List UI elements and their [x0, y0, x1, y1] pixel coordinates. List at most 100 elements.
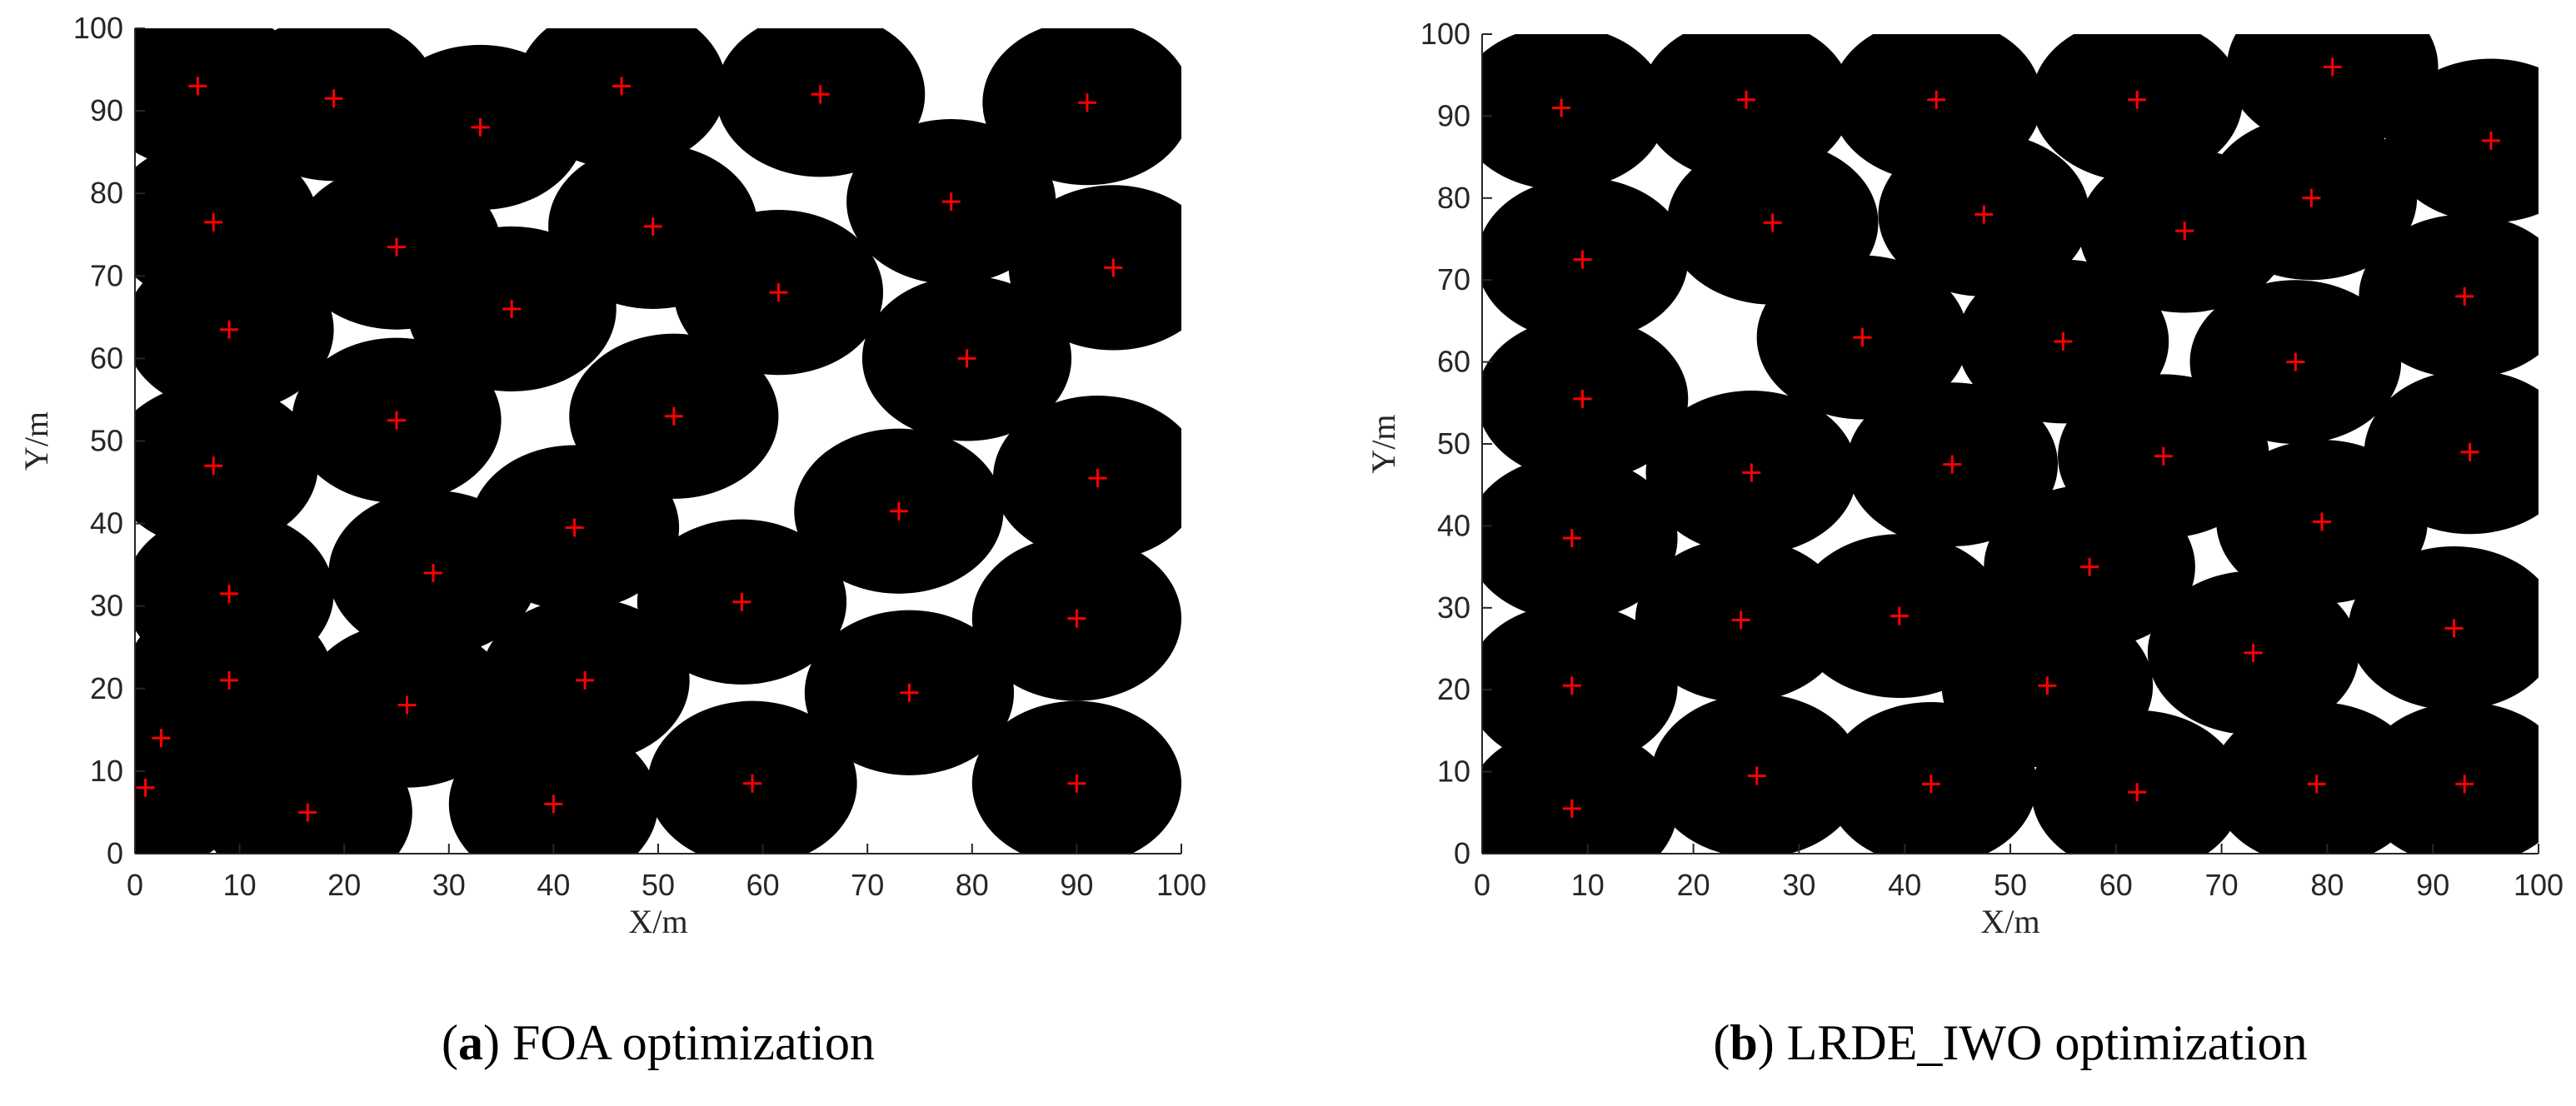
sensor-marker	[1737, 90, 1755, 109]
y-tick-label: 0	[1454, 836, 1470, 870]
y-tick-label: 20	[90, 671, 123, 705]
sensor-marker	[2054, 332, 2073, 351]
x-tick-label: 80	[956, 868, 989, 902]
x-tick-label: 0	[1474, 868, 1490, 902]
sensor-marker	[1104, 258, 1123, 277]
x-tick-label: 100	[2514, 868, 2564, 902]
y-axis-label: Y/m	[1365, 414, 1402, 473]
y-tick-label: 80	[90, 176, 123, 210]
y-tick-label: 30	[1437, 590, 1470, 625]
x-axis-label: X/m	[628, 903, 687, 940]
caption-part: (	[1713, 1015, 1730, 1070]
sensor-marker	[1742, 463, 1761, 482]
sensor-marker	[324, 89, 343, 108]
coverage-area	[1008, 185, 1181, 351]
coverage-area	[2031, 710, 2243, 854]
sensor-marker	[889, 501, 908, 521]
sensor-marker	[2128, 90, 2147, 109]
sensor-marker	[2244, 643, 2263, 662]
sensor-marker	[1562, 529, 1581, 548]
sensor-marker	[1067, 609, 1086, 628]
sensor-marker	[1763, 213, 1782, 232]
coverage-area	[1482, 726, 1678, 854]
sensor-marker	[2481, 131, 2500, 150]
y-tick-label: 60	[1437, 345, 1470, 379]
sensor-marker	[743, 774, 762, 793]
sensor-marker	[1573, 250, 1592, 269]
sensor-marker	[1943, 455, 1962, 474]
x-tick-label: 70	[2205, 868, 2239, 902]
x-tick-label: 40	[1888, 868, 1921, 902]
sensor-marker	[2154, 446, 2173, 466]
sensor-marker	[2128, 783, 2147, 802]
sensor-marker	[1573, 389, 1592, 408]
caption-part: b	[1730, 1015, 1757, 1070]
plot: 0 10 20 30 40 50 60 70 80 90 100 0 10 20 30 40 50 60 70 80 9…	[17, 11, 1206, 1070]
y-tick-label: 80	[1437, 181, 1470, 215]
plot: 0 10 20 30 40 50 60 70 80 90 100 0 10 20 30 40 50 60 70 80 9…	[1365, 17, 2564, 1070]
sensor-marker	[2302, 188, 2321, 207]
coverage	[1482, 34, 2539, 854]
caption-part: a	[458, 1015, 483, 1070]
y-tick-label: 20	[1437, 672, 1470, 706]
y-tick-label: 0	[107, 836, 123, 870]
coverage-area	[2385, 58, 2539, 223]
x-tick-label: 100	[1156, 868, 1206, 902]
sensor-marker	[1927, 90, 1946, 109]
sensor-marker	[204, 212, 223, 232]
coverage-area	[448, 721, 658, 854]
y-tick-label: 60	[90, 341, 123, 375]
y-tick-label: 90	[1437, 98, 1470, 132]
sensor-marker	[769, 283, 788, 302]
sensor-marker	[204, 456, 223, 476]
x-tick-label: 10	[223, 868, 257, 902]
coverage-area	[2348, 546, 2539, 710]
caption: (b) LRDE_IWO optimization	[1713, 1015, 2307, 1070]
x-tick-label: 60	[746, 868, 780, 902]
sensor-marker	[471, 117, 490, 137]
sensor-marker	[2038, 676, 2057, 695]
sensor-marker	[502, 299, 522, 318]
sensor-marker	[1552, 98, 1571, 117]
sensor-marker	[2313, 512, 2332, 531]
sensor-marker	[220, 584, 239, 603]
caption-part: (	[442, 1015, 458, 1070]
sensor-marker	[811, 85, 830, 104]
y-tick-label: 100	[1420, 17, 1470, 51]
sensor-marker	[152, 729, 171, 748]
x-tick-label: 10	[1571, 868, 1605, 902]
y-tick-label: 50	[90, 424, 123, 458]
x-tick-label: 20	[327, 868, 361, 902]
sensor-marker	[136, 778, 155, 797]
coverage-area	[135, 383, 318, 549]
y-tick-label: 100	[73, 11, 123, 45]
sensor-marker	[1890, 606, 1909, 625]
sensor-marker	[2286, 352, 2305, 371]
sensor-marker	[1731, 610, 1750, 630]
sensor-marker	[1747, 766, 1766, 785]
x-tick-label: 60	[2099, 868, 2133, 902]
caption-part: ) FOA optimization	[483, 1015, 875, 1070]
y-tick-label: 70	[1437, 262, 1470, 296]
sensor-marker	[1077, 93, 1096, 112]
sensor-marker	[2444, 619, 2464, 638]
y-tick-label: 40	[1437, 508, 1470, 542]
sensor-marker	[732, 592, 751, 611]
sensor-marker	[1067, 774, 1086, 793]
sensor-marker	[2080, 557, 2099, 576]
x-tick-label: 0	[127, 868, 143, 902]
sensor-marker	[643, 217, 662, 236]
x-tick-label: 50	[642, 868, 675, 902]
sensor-marker	[2460, 442, 2479, 461]
sensor-marker	[941, 192, 961, 212]
x-tick-label: 50	[1994, 868, 2027, 902]
x-tick-label: 30	[1782, 868, 1815, 902]
sensor-marker	[1088, 469, 1107, 488]
caption-part: ) LRDE_IWO optimization	[1758, 1015, 2308, 1070]
sensor-marker	[220, 320, 239, 339]
x-tick-label: 90	[1060, 868, 1093, 902]
y-tick-label: 90	[90, 93, 123, 127]
sensor-marker	[387, 411, 406, 430]
